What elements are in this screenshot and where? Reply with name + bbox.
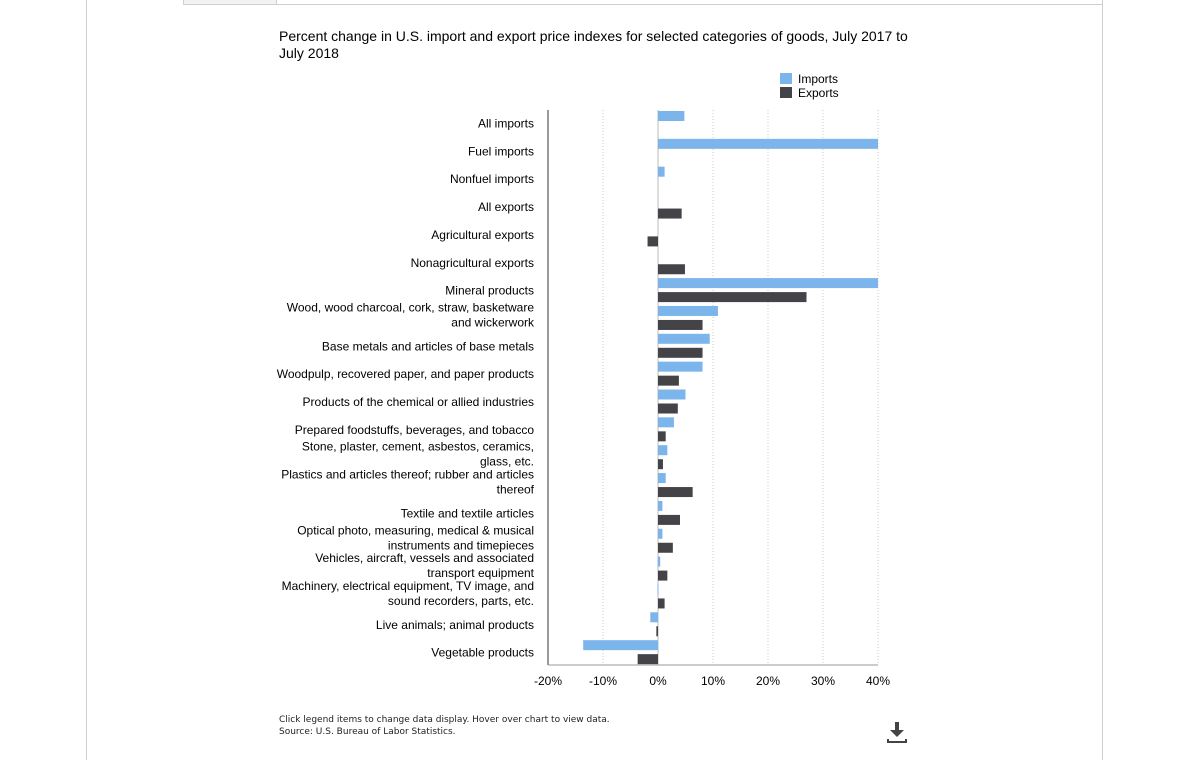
bar-imports-10 <box>658 389 686 400</box>
category-label-6: Mineral products <box>445 284 534 298</box>
legend: Imports Exports <box>780 72 839 100</box>
legend-item-imports[interactable]: Imports <box>780 71 839 86</box>
bar-exports-18 <box>656 626 658 637</box>
category-label-3: All exports <box>478 200 534 214</box>
bar-exports-17 <box>658 598 665 609</box>
bar-imports-14 <box>658 500 663 511</box>
bar-exports-7 <box>658 319 703 330</box>
bar-exports-6 <box>658 292 807 303</box>
category-label-16-line-1: transport equipment <box>427 566 534 580</box>
category-label-14: Textile and textile articles <box>401 506 534 520</box>
category-label-17-line-0: Machinery, electrical equipment, TV imag… <box>282 579 534 593</box>
category-label-12-line-0: Stone, plaster, cement, asbestos, cerami… <box>302 440 534 454</box>
category-label-15-line-0: Optical photo, measuring, medical & musi… <box>297 523 534 537</box>
bar-imports-17 <box>657 584 659 595</box>
legend-label-exports: Exports <box>798 85 839 100</box>
category-label-8: Base metals and articles of base metals <box>322 339 534 353</box>
bar-exports-11 <box>658 431 666 442</box>
x-tick-label-0: -20% <box>534 674 562 688</box>
footer-note: Click legend items to change data displa… <box>279 715 610 725</box>
bar-imports-12 <box>658 445 668 456</box>
category-label-19: Vegetable products <box>431 646 534 660</box>
bar-imports-8 <box>658 333 710 344</box>
bar-exports-5 <box>658 264 685 275</box>
bar-imports-19 <box>583 640 658 651</box>
legend-swatch-exports <box>780 87 792 98</box>
bar-exports-15 <box>658 542 673 553</box>
category-label-7-line-0: Wood, wood charcoal, cork, straw, basket… <box>287 300 535 314</box>
bar-imports-13 <box>658 473 666 484</box>
bar-imports-7 <box>658 305 718 316</box>
download-icon[interactable] <box>885 720 909 744</box>
x-tick-label-3: 10% <box>701 674 725 688</box>
footer-source: Source: U.S. Bureau of Labor Statistics. <box>279 727 456 737</box>
x-tick-label-6: 40% <box>866 674 890 688</box>
bar-imports-6 <box>658 278 878 289</box>
bar-exports-10 <box>658 403 678 414</box>
bar-imports-0 <box>658 111 685 121</box>
bar-imports-2 <box>658 166 665 177</box>
bar-imports-11 <box>658 417 674 428</box>
legend-swatch-imports <box>780 73 792 84</box>
category-label-7-line-1: and wickerwork <box>451 315 535 329</box>
top-divider <box>183 4 1102 5</box>
bar-imports-16 <box>658 556 661 567</box>
x-tick-label-1: -10% <box>589 674 617 688</box>
bar-exports-4 <box>647 236 658 247</box>
chart-title: Percent change in U.S. import and export… <box>279 28 908 61</box>
bar-exports-3 <box>658 208 682 219</box>
category-label-9: Woodpulp, recovered paper, and paper pro… <box>277 367 534 381</box>
bar-exports-19 <box>637 654 658 665</box>
category-label-0: All imports <box>478 117 534 131</box>
category-label-13-line-0: Plastics and articles thereof; rubber an… <box>281 468 534 482</box>
category-label-4: Agricultural exports <box>431 228 534 242</box>
legend-item-exports[interactable]: Exports <box>780 85 839 100</box>
category-label-16-line-0: Vehicles, aircraft, vessels and associat… <box>315 551 534 565</box>
category-label-11: Prepared foodstuffs, beverages, and toba… <box>295 423 535 437</box>
chart-footer: Click legend items to change data displa… <box>279 714 610 738</box>
bar-exports-16 <box>658 570 668 581</box>
legend-label-imports: Imports <box>798 71 839 86</box>
bar-imports-1 <box>658 138 878 149</box>
category-label-12-line-1: glass, etc. <box>480 455 534 469</box>
category-label-10: Products of the chemical or allied indus… <box>303 395 534 409</box>
category-label-2: Nonfuel imports <box>450 172 534 186</box>
category-label-5: Nonagricultural exports <box>411 256 534 270</box>
category-label-17-line-1: sound recorders, parts, etc. <box>388 594 534 608</box>
category-label-18: Live animals; animal products <box>376 618 534 632</box>
bar-exports-14 <box>658 514 680 525</box>
bar-imports-18 <box>650 612 658 623</box>
bar-exports-9 <box>658 375 679 386</box>
category-label-1: Fuel imports <box>468 144 534 158</box>
category-label-13-line-1: thereof <box>497 483 535 497</box>
bar-exports-13 <box>658 487 693 498</box>
chart-container-frame <box>86 0 1103 760</box>
bar-exports-8 <box>658 347 703 358</box>
x-tick-label-5: 30% <box>811 674 835 688</box>
bar-imports-9 <box>658 361 703 372</box>
x-tick-label-2: 0% <box>649 674 667 688</box>
x-tick-label-4: 20% <box>756 674 780 688</box>
bar-imports-15 <box>658 528 663 539</box>
bar-exports-12 <box>658 459 663 470</box>
category-label-15-line-1: instruments and timepieces <box>388 538 534 552</box>
